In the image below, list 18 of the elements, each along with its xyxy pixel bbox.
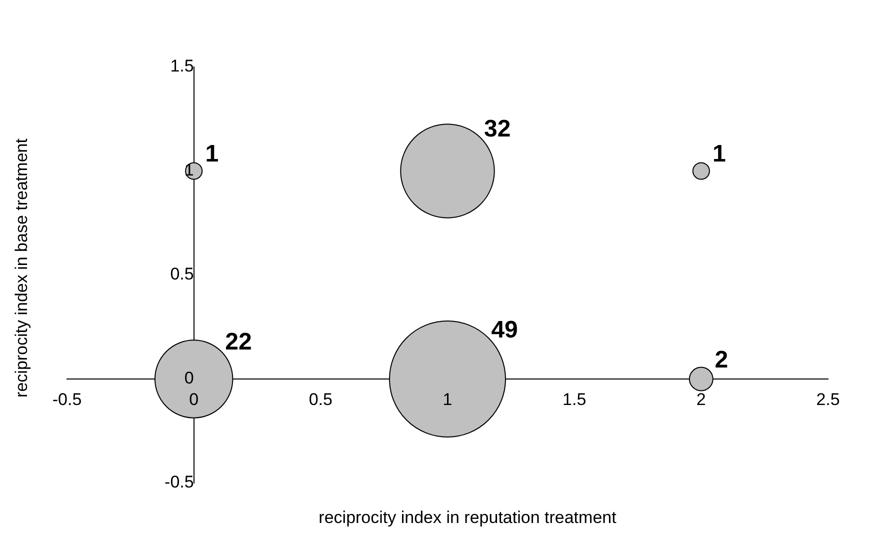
data-label: 49 — [491, 316, 518, 344]
data-label: 1 — [712, 140, 726, 168]
y-axis-title: reciprocity index in base treatment — [12, 138, 32, 398]
x-tick-label: 2.5 — [816, 390, 840, 409]
y-tick-label: -0.5 — [164, 472, 194, 492]
y-tick-label: 1.5 — [170, 56, 194, 76]
x-tick-label: -0.5 — [52, 390, 82, 409]
x-axis-title: reciprocity index in reputation treatment — [318, 508, 618, 528]
data-label: 32 — [484, 116, 511, 143]
data-label: 2 — [714, 346, 728, 374]
data-label: 1 — [205, 140, 219, 168]
x-tick-label: 1.5 — [562, 390, 586, 409]
y-tick-label: 0.5 — [170, 264, 194, 284]
x-tick-label: 1 — [442, 390, 452, 409]
x-tick-label: 0.5 — [308, 390, 332, 409]
x-tick-label: 2 — [696, 390, 706, 409]
y-tick-label: 0 — [184, 368, 194, 388]
data-label: 22 — [225, 328, 252, 356]
